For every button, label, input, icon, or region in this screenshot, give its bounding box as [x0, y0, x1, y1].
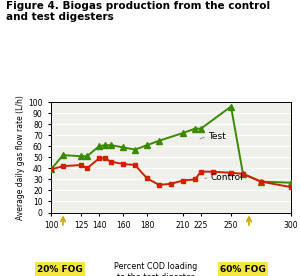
- Text: Control: Control: [211, 173, 243, 182]
- Text: 60% FOG: 60% FOG: [220, 265, 266, 274]
- Text: 20% FOG: 20% FOG: [37, 265, 83, 274]
- Text: Percent COD loading
to the test digester: Percent COD loading to the test digester: [114, 262, 198, 276]
- Text: and test digesters: and test digesters: [6, 12, 114, 22]
- Text: Test: Test: [208, 132, 226, 141]
- Y-axis label: Average daily gas flow rate (L/h): Average daily gas flow rate (L/h): [16, 95, 26, 220]
- Text: Figure 4. Biogas production from the control: Figure 4. Biogas production from the con…: [6, 1, 270, 11]
